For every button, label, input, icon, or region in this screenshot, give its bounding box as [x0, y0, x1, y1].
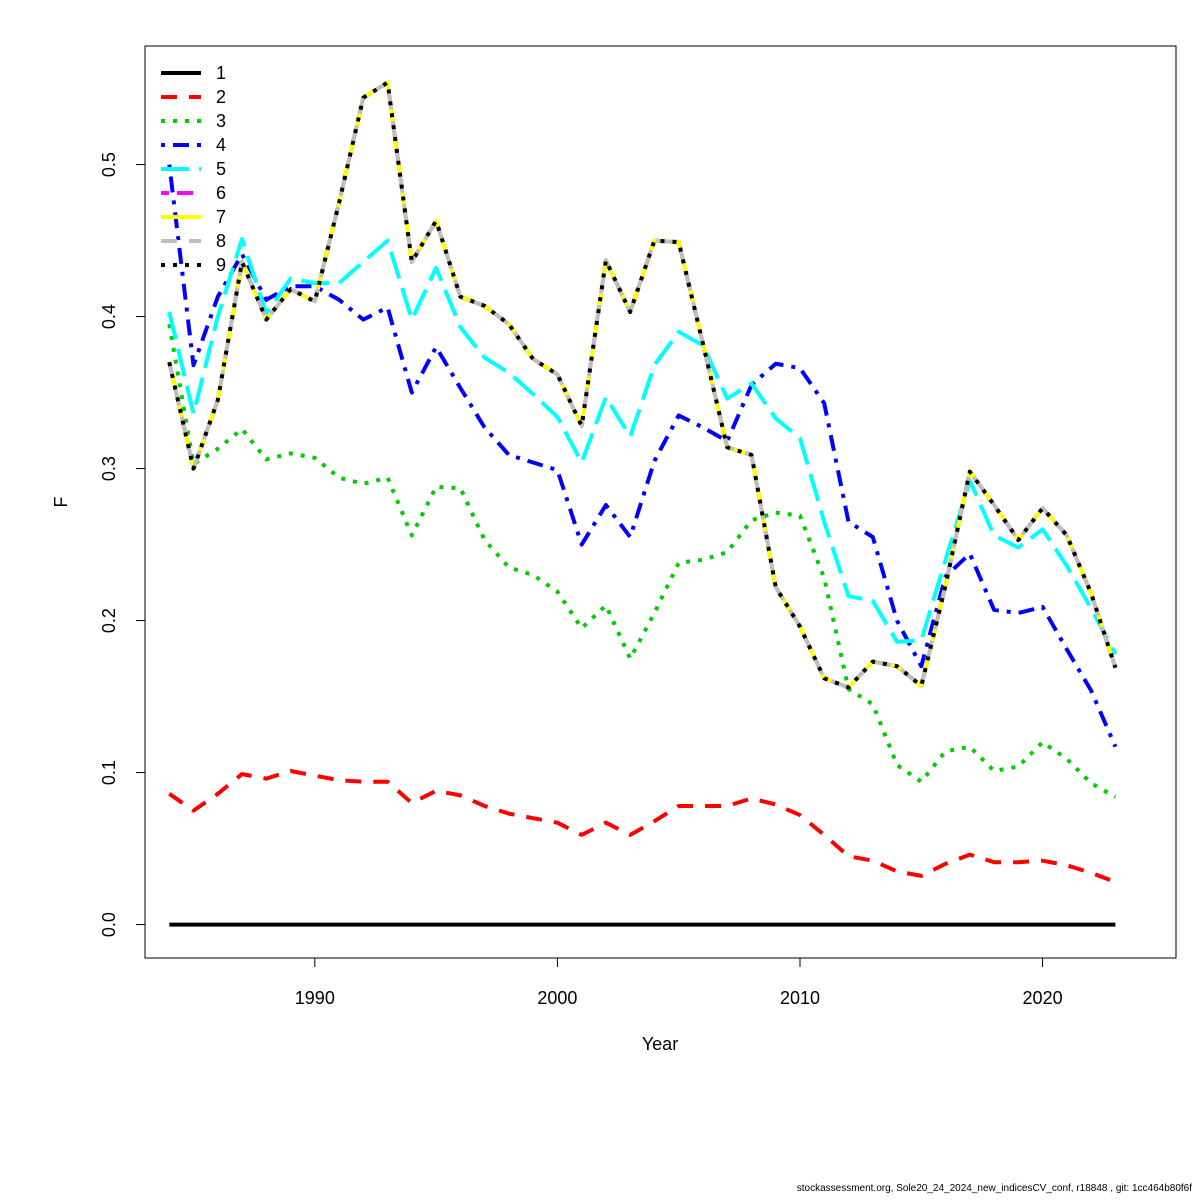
- y-tick-label: 0.5: [99, 152, 119, 177]
- footer-credit: stockassessment.org, Sole20_24_2024_new_…: [796, 1183, 1192, 1194]
- series-line-2: [168, 769, 1117, 884]
- x-axis-label: Year: [642, 1034, 678, 1054]
- series-line-9: [167, 80, 1118, 690]
- x-tick-label: 2000: [537, 988, 577, 1008]
- legend-label-6: 6: [216, 183, 226, 203]
- y-tick-label: 0.3: [99, 456, 119, 481]
- y-axis-label: F: [51, 497, 71, 508]
- plot-frame: [144, 45, 1177, 959]
- y-tick-label: 0.4: [99, 304, 119, 329]
- legend-label-4: 4: [216, 135, 226, 155]
- x-axis: 1990 2000 2010 2020: [295, 957, 1063, 1008]
- series-line-7: [167, 80, 1118, 690]
- series-line-4: [167, 164, 1118, 748]
- legend-label-3: 3: [216, 111, 226, 131]
- series-line-6: [167, 80, 1118, 690]
- x-tick-label: 1990: [295, 988, 335, 1008]
- y-axis: 0.0 0.1 0.2 0.3 0.4 0.5: [99, 152, 146, 937]
- y-tick-label: 0.0: [99, 912, 119, 937]
- legend-label-7: 7: [216, 207, 226, 227]
- legend: 1 2 3 4 5 6 7 8 9: [161, 63, 226, 275]
- legend-label-9: 9: [216, 255, 226, 275]
- legend-label-1: 1: [216, 63, 226, 83]
- x-tick-label: 2010: [780, 988, 820, 1008]
- legend-label-8: 8: [216, 231, 226, 251]
- y-tick-label: 0.2: [99, 608, 119, 633]
- x-tick-label: 2020: [1023, 988, 1063, 1008]
- y-tick-label: 0.1: [99, 760, 119, 785]
- series-line-8: [167, 80, 1118, 690]
- legend-label-2: 2: [216, 87, 226, 107]
- legend-label-5: 5: [216, 159, 226, 179]
- series-layer: [167, 80, 1118, 927]
